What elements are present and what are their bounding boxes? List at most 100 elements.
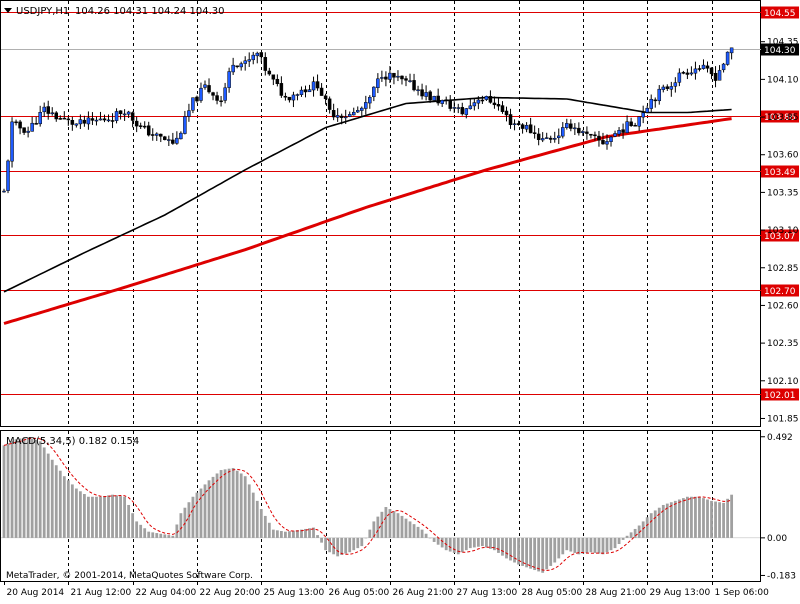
candle	[544, 132, 549, 139]
macd-bar	[545, 537, 549, 570]
candle-body-up	[637, 116, 641, 127]
candle	[360, 106, 364, 117]
candle	[540, 132, 545, 143]
candle	[364, 95, 368, 115]
candle	[239, 61, 243, 71]
candle	[709, 67, 714, 80]
price-axis: 104.35 104.10 103.85 103.60 103.35 103.10 102.…	[761, 38, 799, 424]
candle-body-up	[725, 51, 730, 65]
candle-body-up	[524, 125, 529, 130]
candle-body-up	[199, 87, 203, 101]
macd-bar	[175, 524, 179, 538]
y-tick-label: 102.10	[767, 377, 799, 387]
y-tick-label: 102.35	[767, 339, 799, 349]
level-label-box	[761, 229, 799, 242]
macd-bar	[267, 522, 271, 538]
candle-body-down	[207, 85, 211, 93]
candle-body-up	[122, 113, 127, 116]
macd-bar	[404, 518, 408, 538]
candle	[729, 47, 734, 60]
macd-bar	[139, 524, 143, 538]
candle-body-up	[10, 121, 14, 162]
macd-bar	[485, 537, 488, 548]
candle-body-down	[653, 99, 657, 102]
candle-body-down	[528, 124, 533, 134]
candle-body-down	[589, 133, 593, 136]
candle-body-up	[2, 190, 6, 193]
macd-bar	[698, 496, 701, 538]
candle	[331, 103, 336, 121]
candle	[106, 114, 111, 123]
macd-bar	[99, 496, 102, 538]
price-panel[interactable]	[0, 0, 761, 427]
candle-body-up	[86, 117, 91, 125]
candle	[721, 62, 726, 73]
macd-panel[interactable]	[0, 430, 761, 582]
candle	[605, 134, 609, 150]
macd-bar	[440, 537, 444, 548]
macd-bar	[46, 453, 50, 538]
macd-bar	[239, 473, 243, 538]
candle-body-up	[649, 98, 653, 109]
candle-body-down	[54, 112, 59, 120]
candle-body-up	[183, 116, 187, 134]
candle	[452, 101, 456, 113]
macd-bar	[62, 476, 66, 538]
x-tick-label: 20 Aug 2014	[7, 588, 65, 598]
macd-bar	[456, 537, 460, 555]
candle-body-up	[617, 130, 621, 135]
candle-body-up	[701, 64, 706, 69]
candle-body-up	[356, 110, 360, 113]
candle	[492, 96, 497, 109]
candle	[142, 121, 147, 129]
macd-bar	[589, 537, 593, 553]
macd-bar	[677, 499, 681, 538]
candle	[227, 67, 231, 93]
candle	[416, 85, 420, 96]
candle-body-up	[179, 132, 183, 140]
triangle-down-icon[interactable]	[4, 8, 12, 13]
candle-body-down	[504, 110, 509, 116]
macd-bar	[312, 527, 315, 538]
candle-body-up	[167, 139, 171, 141]
candle	[557, 128, 561, 145]
candle	[573, 123, 577, 136]
candle-body-down	[593, 134, 597, 137]
macd-bar	[529, 537, 533, 569]
candle	[524, 122, 529, 133]
candle-body-up	[657, 88, 662, 102]
candle	[287, 96, 292, 103]
candle-body-down	[18, 121, 22, 129]
candle	[183, 110, 187, 135]
candle-body-down	[585, 131, 589, 134]
candle-body-up	[295, 94, 300, 96]
candle	[677, 68, 682, 87]
candle	[155, 132, 159, 141]
macd-bar	[569, 537, 573, 552]
macd-bar	[38, 441, 42, 538]
candle-body-up	[50, 112, 54, 115]
macd-bar	[537, 537, 541, 572]
candle-body-down	[283, 95, 288, 98]
candle	[327, 96, 332, 114]
macd-bar	[665, 503, 669, 538]
macd-bar	[416, 526, 420, 538]
macd-bar	[26, 437, 30, 538]
macd-bar	[304, 528, 307, 538]
candle-body-up	[609, 136, 613, 142]
candle-body-up	[126, 111, 131, 115]
candle	[669, 81, 674, 97]
macd-bar	[207, 480, 211, 538]
candles	[2, 47, 734, 194]
candle	[130, 111, 135, 128]
moving-averages	[3, 96, 732, 325]
candle-body-up	[464, 108, 469, 115]
macd-bar	[360, 537, 364, 547]
candle	[476, 96, 481, 110]
candle-body-down	[500, 105, 505, 112]
candle-body-down	[480, 99, 485, 102]
macd-bar	[179, 513, 183, 538]
candle-body-up	[432, 96, 436, 101]
candle	[404, 75, 408, 87]
